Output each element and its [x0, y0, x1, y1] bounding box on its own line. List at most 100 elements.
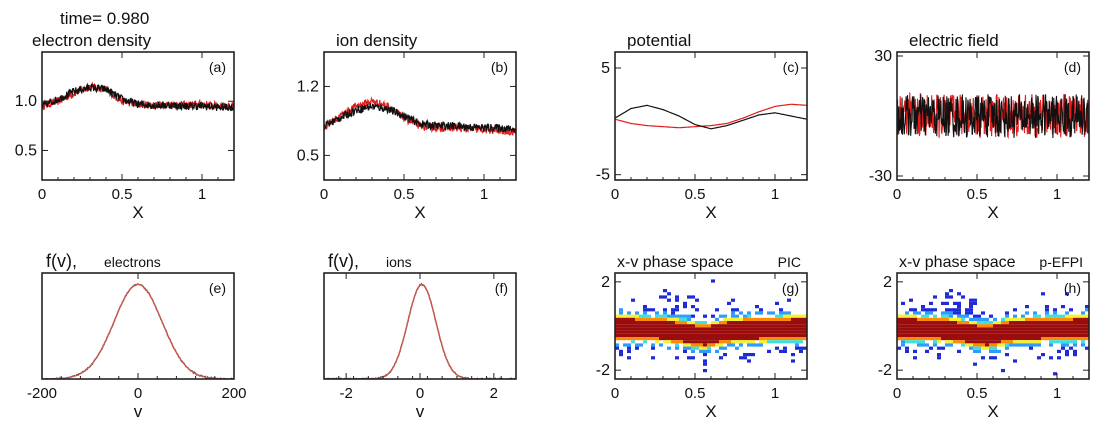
phase-cell [783, 340, 787, 344]
phase-cell [735, 337, 739, 341]
phase-cell [1065, 311, 1069, 315]
phase-cell [619, 353, 623, 357]
phase-cell [655, 314, 659, 318]
phase-cell [1085, 324, 1089, 328]
phase-cell [981, 317, 985, 321]
phase-cell [655, 337, 659, 341]
phase-cell [695, 298, 699, 302]
phase-cell [1033, 327, 1037, 331]
y-tick-label: 2 [883, 274, 892, 291]
phase-cell [727, 343, 731, 347]
phase-cell [787, 321, 791, 325]
phase-cell [941, 333, 945, 337]
phase-cell [1077, 327, 1081, 331]
phase-cell [961, 324, 965, 328]
phase-cell [953, 330, 957, 334]
phase-cell [695, 330, 699, 334]
phase-cell [933, 295, 937, 299]
phase-cell [973, 346, 977, 350]
phase-cell [1021, 340, 1025, 344]
phase-cell [1037, 356, 1041, 360]
phase-cell [767, 317, 771, 321]
phase-cell [941, 314, 945, 318]
phase-cell [1053, 317, 1057, 321]
phase-cell [723, 327, 727, 331]
phase-cell [913, 321, 917, 325]
y-tick-label: -2 [596, 362, 610, 379]
phase-cell [711, 330, 715, 334]
phase-cell [929, 321, 933, 325]
phase-cell [755, 305, 759, 309]
phase-cell [909, 298, 913, 302]
phase-cell [997, 349, 1001, 353]
phase-cell [945, 311, 949, 315]
phase-cell [973, 337, 977, 341]
phase-cell [743, 337, 747, 341]
phase-cell [905, 327, 909, 331]
phase-cell [691, 324, 695, 328]
phase-cell [1045, 305, 1049, 309]
phase-cell [949, 317, 953, 321]
phase-cell [791, 317, 795, 321]
x-tick-label: 0 [134, 385, 142, 402]
phase-cell [715, 340, 719, 344]
phase-cell [901, 343, 905, 347]
phase-cell [1037, 337, 1041, 341]
phase-cell [675, 314, 679, 318]
phase-cell [679, 333, 683, 337]
phase-cell [1065, 292, 1069, 296]
phase-cell [695, 327, 699, 331]
phase-cell [635, 330, 639, 334]
phase-cell [933, 337, 937, 341]
phase-cell [623, 337, 627, 341]
phase-cell [945, 301, 949, 305]
phase-cell [1025, 311, 1029, 315]
phase-cell [969, 327, 973, 331]
phase-cell [945, 327, 949, 331]
phase-cell [743, 317, 747, 321]
phase-cell [683, 317, 687, 321]
phase-cell [731, 308, 735, 312]
phase-cell [703, 362, 707, 366]
phase-cell [949, 289, 953, 293]
phase-cell [1049, 356, 1053, 360]
phase-cell [1013, 324, 1017, 328]
phase-cell [933, 314, 937, 318]
phase-cell [627, 333, 631, 337]
plot-area-g [615, 279, 807, 373]
phase-cell [783, 311, 787, 315]
phase-cell [989, 321, 993, 325]
phase-cell [631, 330, 635, 334]
phase-cell [775, 346, 779, 350]
phase-cell [755, 333, 759, 337]
phase-cell [1001, 343, 1005, 347]
phase-cell [1013, 308, 1017, 312]
panel-title-a: electron density [32, 31, 152, 50]
phase-cell [759, 340, 763, 344]
phase-cell [703, 349, 707, 353]
phase-cell [1081, 317, 1085, 321]
phase-cell [993, 321, 997, 325]
phase-cell [643, 317, 647, 321]
axes-frame-f [323, 272, 517, 380]
phase-cell [691, 321, 695, 325]
phase-cell [941, 317, 945, 321]
phase-cell [993, 356, 997, 360]
phase-cell [1061, 317, 1065, 321]
phase-cell [1073, 349, 1077, 353]
phase-cell [619, 333, 623, 337]
phase-cell [1073, 340, 1077, 344]
phase-cell [949, 340, 953, 344]
phase-cell [1005, 337, 1009, 341]
phase-cell [905, 314, 909, 318]
phase-cell [1053, 314, 1057, 318]
phase-cell [627, 330, 631, 334]
phase-cell [981, 346, 985, 350]
phase-cell [719, 346, 723, 350]
phase-cell [941, 337, 945, 341]
phase-cell [1057, 340, 1061, 344]
phase-cell [783, 314, 787, 318]
series-line-b-1 [324, 103, 516, 135]
phase-cell [679, 327, 683, 331]
phase-cell [1065, 317, 1069, 321]
